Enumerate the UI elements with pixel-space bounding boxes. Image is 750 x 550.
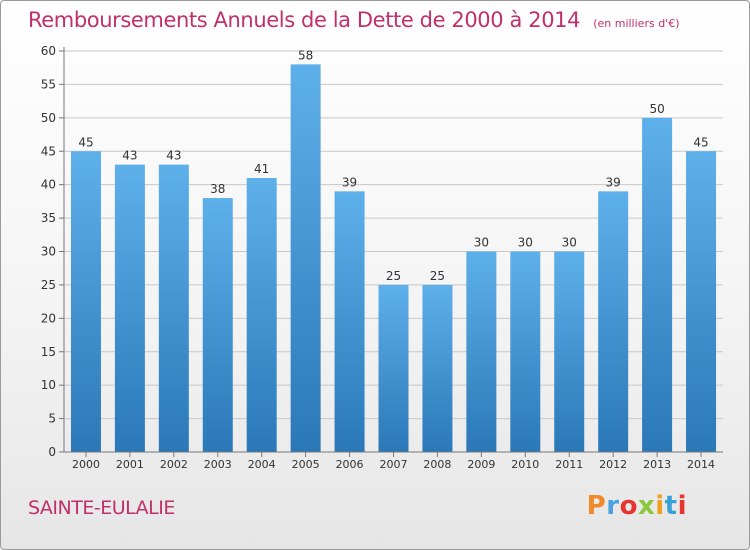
bar	[246, 177, 277, 452]
bar	[290, 64, 321, 452]
value-label: 45	[693, 135, 708, 149]
value-label: 41	[254, 162, 269, 176]
x-tick-label: 2011	[555, 458, 583, 471]
value-label: 30	[562, 236, 577, 250]
logo-letter: P	[586, 491, 607, 521]
bar	[114, 164, 145, 452]
y-tick-label: 45	[41, 144, 56, 158]
x-tick-label: 2006	[336, 458, 364, 471]
y-tick-label: 30	[41, 245, 56, 259]
y-tick-label: 55	[41, 77, 56, 91]
chart-subtitle: (en milliers d'€)	[593, 17, 680, 30]
y-tick-label: 5	[48, 412, 56, 426]
x-tick-label: 2013	[643, 458, 671, 471]
value-label: 30	[474, 236, 489, 250]
chart-title: Remboursements Annuels de la Dette de 20…	[28, 8, 581, 32]
commune-name: SAINTE-EULALIE	[28, 497, 175, 519]
value-label: 58	[298, 48, 313, 62]
bar	[598, 191, 629, 452]
x-tick-label: 2009	[467, 458, 495, 471]
bar	[378, 284, 409, 452]
x-tick-label: 2012	[599, 458, 627, 471]
bar	[334, 191, 365, 452]
value-label: 38	[210, 182, 225, 196]
logo-letter: o	[619, 491, 638, 521]
value-label: 30	[518, 236, 533, 250]
bar	[686, 151, 717, 452]
bar	[158, 164, 189, 452]
logo-letter: x	[637, 491, 656, 521]
bar	[202, 198, 233, 452]
value-label: 25	[386, 269, 401, 283]
bar	[422, 284, 453, 452]
bar	[554, 251, 585, 452]
y-tick-label: 20	[41, 311, 56, 325]
bar	[642, 117, 673, 452]
y-axis-ticks: 0 5 10 15 20 25 30 35 40 45 50 55 60	[41, 44, 64, 459]
value-label: 45	[78, 135, 93, 149]
bars	[70, 64, 717, 452]
y-tick-label: 40	[41, 178, 56, 192]
y-tick-label: 15	[41, 345, 56, 359]
value-label: 43	[166, 149, 181, 163]
logo-letter: r	[606, 491, 620, 521]
bar	[466, 251, 497, 452]
value-label: 43	[122, 149, 137, 163]
x-axis-ticks: 2000 2001 2002 2003 2004 2005 2006 2007 2008 2009…	[72, 452, 715, 471]
x-tick-label: 2003	[204, 458, 232, 471]
y-tick-label: 0	[48, 445, 56, 459]
x-tick-label: 2005	[292, 458, 320, 471]
x-tick-label: 2002	[160, 458, 188, 471]
logo-letter: t	[664, 491, 678, 521]
logo-letter: i	[677, 491, 687, 521]
value-label: 39	[606, 175, 621, 189]
y-tick-label: 50	[41, 111, 56, 125]
logo-letter: i	[655, 491, 665, 521]
bar	[70, 151, 101, 452]
proxiti-logo: Proxiti	[587, 491, 687, 521]
axes	[63, 47, 723, 453]
value-label: 50	[649, 102, 664, 116]
chart-title-row: Remboursements Annuels de la Dette de 20…	[28, 8, 679, 32]
value-label: 25	[430, 269, 445, 283]
x-tick-label: 2001	[116, 458, 144, 471]
x-tick-label: 2010	[511, 458, 539, 471]
value-label: 39	[342, 175, 357, 189]
bar	[510, 251, 541, 452]
y-tick-label: 25	[41, 278, 56, 292]
y-tick-label: 60	[41, 44, 56, 58]
x-tick-label: 2014	[687, 458, 715, 471]
value-labels: 45 43 43 38 41 58 39 25 25 30 30 30 39 50 45	[78, 48, 708, 283]
x-tick-label: 2007	[380, 458, 408, 471]
x-tick-label: 2004	[248, 458, 276, 471]
y-tick-label: 35	[41, 211, 56, 225]
x-tick-label: 2000	[72, 458, 100, 471]
y-tick-label: 10	[41, 378, 56, 392]
x-tick-label: 2008	[423, 458, 451, 471]
